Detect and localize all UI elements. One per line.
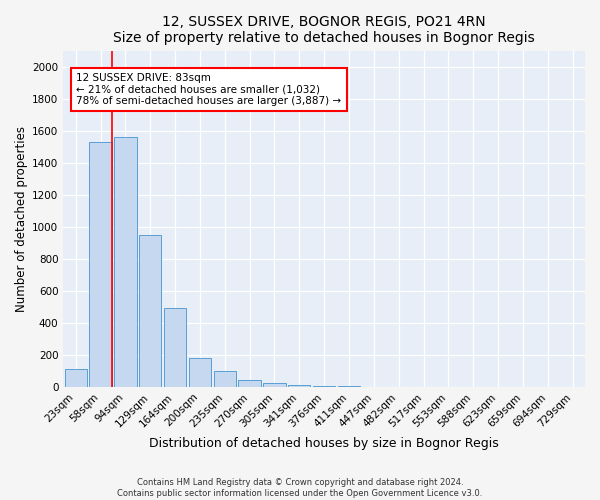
Y-axis label: Number of detached properties: Number of detached properties bbox=[15, 126, 28, 312]
Bar bbox=[288, 384, 310, 387]
X-axis label: Distribution of detached houses by size in Bognor Regis: Distribution of detached houses by size … bbox=[149, 437, 499, 450]
Bar bbox=[214, 371, 236, 387]
Title: 12, SUSSEX DRIVE, BOGNOR REGIS, PO21 4RN
Size of property relative to detached h: 12, SUSSEX DRIVE, BOGNOR REGIS, PO21 4RN… bbox=[113, 15, 535, 45]
Text: Contains HM Land Registry data © Crown copyright and database right 2024.
Contai: Contains HM Land Registry data © Crown c… bbox=[118, 478, 482, 498]
Bar bbox=[263, 383, 286, 387]
Bar bbox=[189, 358, 211, 387]
Bar bbox=[313, 386, 335, 387]
Text: 12 SUSSEX DRIVE: 83sqm
← 21% of detached houses are smaller (1,032)
78% of semi-: 12 SUSSEX DRIVE: 83sqm ← 21% of detached… bbox=[76, 73, 341, 106]
Bar bbox=[114, 137, 137, 387]
Bar bbox=[139, 235, 161, 387]
Bar bbox=[164, 308, 186, 387]
Bar bbox=[238, 380, 261, 387]
Bar bbox=[65, 370, 87, 387]
Bar bbox=[89, 142, 112, 387]
